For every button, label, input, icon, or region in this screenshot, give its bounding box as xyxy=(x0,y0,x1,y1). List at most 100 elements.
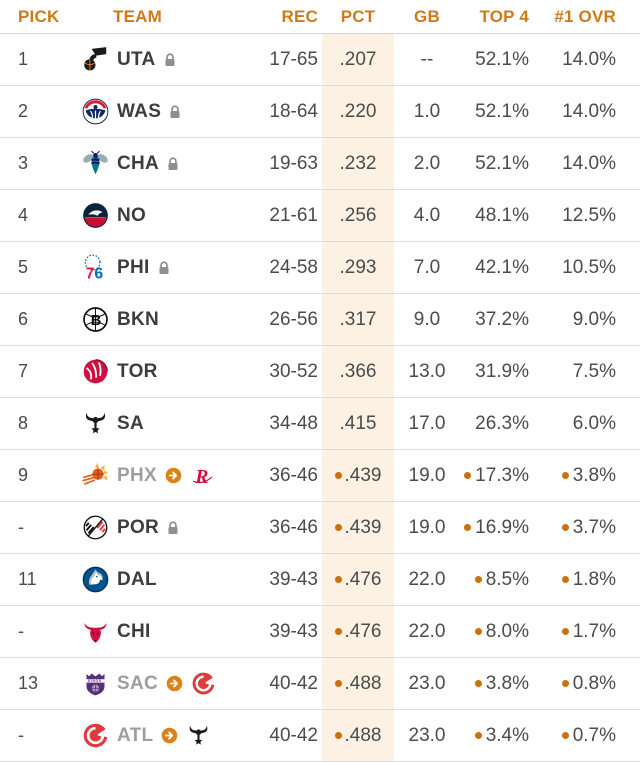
team-abbr[interactable]: SAC xyxy=(117,672,159,694)
team-abbr[interactable]: BKN xyxy=(117,308,160,330)
team-abbr[interactable]: NO xyxy=(117,204,147,226)
record-text: 34-48 xyxy=(269,412,318,434)
team-cell[interactable]: WAS xyxy=(60,86,240,137)
games-back-text: 2.0 xyxy=(413,152,441,174)
column-header-pick[interactable]: PICK xyxy=(18,6,60,26)
column-header-rec[interactable]: REC xyxy=(281,6,318,26)
team-abbr[interactable]: TOR xyxy=(117,360,158,382)
team-cell[interactable]: SA xyxy=(60,398,240,449)
table-row: - CHI 39-43 .476 22.0 8.0% 1.7% xyxy=(0,606,640,658)
team-cell[interactable]: PHX R xyxy=(60,450,240,501)
top4-odds-text: 42.1% xyxy=(475,256,529,278)
team-cell[interactable]: ATL xyxy=(60,710,240,761)
no1-overall-odds-cell: 14.0% xyxy=(534,34,640,85)
team-cell[interactable]: CHI xyxy=(60,606,240,657)
no1-overall-odds-cell: 0.7% xyxy=(534,710,640,761)
team-cell[interactable]: B BKN xyxy=(60,294,240,345)
team-logo-icon xyxy=(82,202,109,229)
table-row: 1 UTA 17-65 .207 -- 52.1% 14.0% xyxy=(0,34,640,86)
lock-icon xyxy=(167,104,183,120)
team-abbr[interactable]: SA xyxy=(117,412,144,434)
team-abbr[interactable]: WAS xyxy=(117,100,162,122)
traded-to-logo-icon xyxy=(186,723,211,748)
svg-text:6: 6 xyxy=(94,265,103,281)
column-header-team[interactable]: TEAM xyxy=(113,6,162,26)
team-cell[interactable]: POR xyxy=(60,502,240,553)
tie-bullet-icon xyxy=(464,472,472,479)
record-cell: 39-43 xyxy=(240,606,322,657)
top4-odds-text: 52.1% xyxy=(475,152,529,174)
team-abbr[interactable]: CHA xyxy=(117,152,160,174)
team-abbr[interactable]: UTA xyxy=(117,48,156,70)
team-abbr[interactable]: ATL xyxy=(117,724,154,746)
games-back-text: 22.0 xyxy=(408,568,446,590)
games-back-text: -- xyxy=(420,48,434,70)
team-cell[interactable]: UTA xyxy=(60,34,240,85)
traded-arrow-icon xyxy=(165,467,182,484)
team-logo-icon xyxy=(82,410,109,437)
team-logo-icon xyxy=(82,618,109,645)
top4-odds-cell: 52.1% xyxy=(460,86,534,137)
win-pct-text: .439 xyxy=(344,464,382,486)
pick-number: - xyxy=(0,710,60,761)
pick-number: 6 xyxy=(0,294,60,345)
no1-overall-odds-cell: 7.5% xyxy=(534,346,640,397)
win-pct-text: .293 xyxy=(339,256,377,278)
top4-odds-text: 37.2% xyxy=(475,308,529,330)
top4-odds-text: 8.5% xyxy=(485,568,529,590)
record-cell: 21-61 xyxy=(240,190,322,241)
win-pct-text: .439 xyxy=(344,516,382,538)
win-pct-text: .476 xyxy=(344,620,382,642)
team-cell[interactable]: TOR xyxy=(60,346,240,397)
svg-text:7: 7 xyxy=(86,265,95,281)
no1-overall-odds-cell: 1.8% xyxy=(534,554,640,605)
top4-odds-cell: 26.3% xyxy=(460,398,534,449)
tie-bullet-icon xyxy=(474,628,482,635)
team-cell[interactable]: CHA xyxy=(60,138,240,189)
games-back-cell: 22.0 xyxy=(394,606,460,657)
team-cell[interactable]: NO xyxy=(60,190,240,241)
games-back-text: 7.0 xyxy=(413,256,441,278)
pick-number: 2 xyxy=(0,86,60,137)
tie-bullet-icon xyxy=(474,732,482,739)
record-cell: 17-65 xyxy=(240,34,322,85)
win-pct-text: .488 xyxy=(344,724,382,746)
lock-icon xyxy=(162,52,178,68)
tie-bullet-icon xyxy=(561,472,569,479)
table-row: 9 PHX R 36-46 .439 19.0 17.3% 3.8% xyxy=(0,450,640,502)
record-cell: 39-43 xyxy=(240,554,322,605)
team-abbr[interactable]: POR xyxy=(117,516,160,538)
team-cell[interactable]: KINGS SAC xyxy=(60,658,240,709)
team-logo-icon xyxy=(82,46,109,73)
team-abbr[interactable]: DAL xyxy=(117,568,157,590)
tie-bullet-icon xyxy=(561,524,569,531)
pick-number: 7 xyxy=(0,346,60,397)
column-header-top4[interactable]: TOP 4 xyxy=(479,6,529,26)
no1-overall-odds-text: 3.7% xyxy=(572,516,616,538)
column-header-gb[interactable]: GB xyxy=(414,6,440,26)
record-cell: 18-64 xyxy=(240,86,322,137)
record-text: 39-43 xyxy=(269,620,318,642)
top4-odds-text: 52.1% xyxy=(475,48,529,70)
team-cell[interactable]: DAL xyxy=(60,554,240,605)
record-cell: 26-56 xyxy=(240,294,322,345)
tie-bullet-icon xyxy=(334,524,342,531)
tie-bullet-icon xyxy=(334,628,342,635)
team-abbr[interactable]: PHI xyxy=(117,256,150,278)
tie-bullet-icon xyxy=(334,680,342,687)
top4-odds-text: 31.9% xyxy=(475,360,529,382)
no1-overall-odds-text: 1.8% xyxy=(572,568,616,590)
games-back-text: 4.0 xyxy=(413,204,441,226)
column-header-no1[interactable]: #1 OVR xyxy=(554,6,616,26)
games-back-text: 22.0 xyxy=(408,620,446,642)
lock-icon xyxy=(156,260,172,276)
team-abbr[interactable]: CHI xyxy=(117,620,151,642)
team-abbr[interactable]: PHX xyxy=(117,464,157,486)
tie-bullet-icon xyxy=(561,680,569,687)
pick-number: 13 xyxy=(0,658,60,709)
table-header: PICK TEAM REC PCT GB TOP 4 #1 OVR xyxy=(0,0,640,34)
column-header-pct[interactable]: PCT xyxy=(340,6,376,26)
